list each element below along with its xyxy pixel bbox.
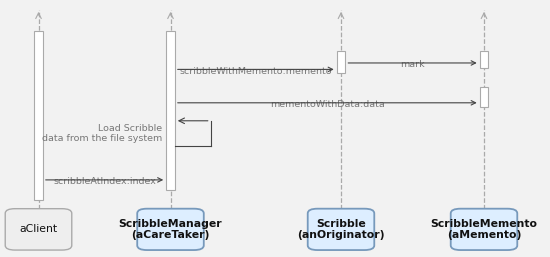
Text: scribbleAtIndex:index: scribbleAtIndex:index <box>53 177 156 186</box>
Bar <box>34 31 43 200</box>
FancyBboxPatch shape <box>451 209 517 250</box>
FancyBboxPatch shape <box>308 209 374 250</box>
Text: ScribbleMemento
(aMemento): ScribbleMemento (aMemento) <box>431 218 537 240</box>
Text: mark: mark <box>400 60 425 69</box>
Bar <box>337 51 345 73</box>
Text: Load Scribble
data from the file system: Load Scribble data from the file system <box>42 124 162 143</box>
Text: mementoWithData:data: mementoWithData:data <box>270 100 384 109</box>
Text: scribbleWithMemento:memento: scribbleWithMemento:memento <box>179 67 332 76</box>
Text: ScribbleManager
(aCareTaker): ScribbleManager (aCareTaker) <box>119 218 222 240</box>
Text: Scribble
(anOriginator): Scribble (anOriginator) <box>297 218 385 240</box>
Bar <box>166 31 175 190</box>
Bar <box>480 51 488 68</box>
FancyBboxPatch shape <box>6 209 72 250</box>
Bar <box>480 87 488 107</box>
FancyBboxPatch shape <box>138 209 204 250</box>
Text: aClient: aClient <box>19 224 58 234</box>
